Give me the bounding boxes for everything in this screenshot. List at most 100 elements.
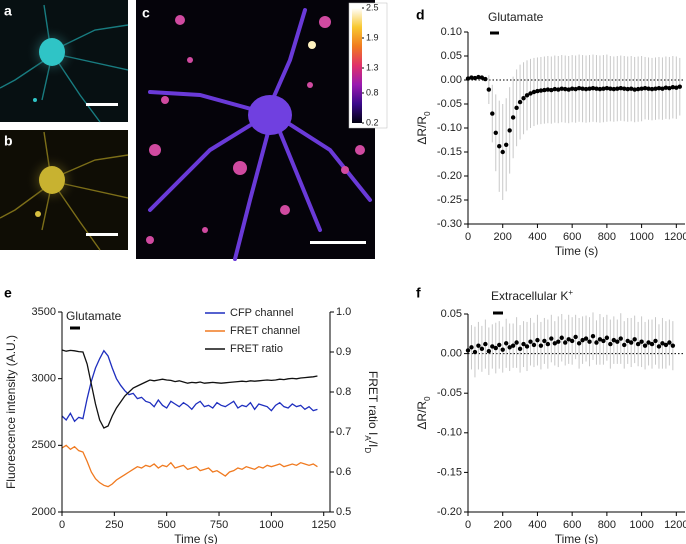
data-point (524, 344, 530, 349)
data-point (569, 338, 575, 344)
data-point (653, 338, 658, 344)
panel-label: e (4, 285, 12, 301)
data-point (476, 343, 481, 348)
panel-label: d (416, 7, 425, 23)
data-point (535, 88, 540, 94)
annotation-part: Extracellular K (491, 289, 568, 303)
data-point (649, 341, 655, 347)
data-point (594, 340, 599, 345)
panel-label: b (4, 133, 13, 149)
micrograph-cfp (0, 0, 129, 123)
data-point (493, 345, 498, 351)
data-point (563, 86, 568, 92)
x-tick-label: 600 (563, 519, 581, 531)
data-point (490, 344, 495, 349)
x-tick-label: 250 (105, 519, 123, 531)
data-point (622, 86, 627, 91)
y-tick-label: 2500 (32, 439, 56, 451)
data-point (677, 84, 682, 89)
data-point (556, 87, 561, 92)
data-point (497, 144, 502, 149)
data-point (635, 341, 641, 347)
x-axis-label: Time (s) (555, 532, 599, 544)
data-point (660, 86, 665, 91)
x-axis-label: Time (s) (555, 244, 599, 258)
data-point (556, 339, 561, 344)
data-point (507, 128, 512, 133)
data-point (625, 86, 630, 92)
data-point (576, 341, 582, 346)
x-tick-label: 800 (598, 231, 616, 243)
data-point (510, 343, 516, 348)
data-point (549, 87, 554, 93)
x-tick-label: 500 (158, 519, 176, 531)
data-point (500, 149, 505, 155)
x-tick-label: 0 (59, 519, 65, 531)
data-point (566, 87, 571, 92)
data-point (597, 337, 603, 342)
data-point (670, 85, 676, 90)
y2-axis-label-part: D (363, 447, 372, 453)
x-tick-label: 1200 (664, 519, 686, 531)
data-point (483, 76, 488, 82)
data-point (594, 86, 599, 91)
x-tick-label: 200 (494, 231, 512, 243)
y-tick-label: 0.10 (441, 26, 462, 38)
data-point (545, 341, 551, 347)
data-point (476, 74, 481, 80)
data-point (542, 338, 547, 344)
y-tick-label: -0.10 (437, 427, 462, 439)
data-point (563, 340, 568, 345)
panel-label: c (142, 5, 150, 21)
y-tick-label: 0.05 (441, 308, 462, 320)
data-point (583, 336, 589, 341)
y-axis-label-part: 0 (423, 111, 432, 116)
x-tick-label: 400 (528, 519, 546, 531)
data-point (646, 340, 651, 345)
data-point (559, 335, 564, 340)
data-point (483, 341, 488, 347)
data-point (573, 334, 578, 340)
y2-axis-label-part: FRET ratio I (366, 371, 380, 435)
data-point (528, 91, 533, 96)
data-point (510, 115, 516, 120)
x-tick-label: 750 (210, 519, 228, 531)
data-point (538, 88, 544, 93)
data-point (493, 130, 498, 135)
x-tick-label: 800 (598, 519, 616, 531)
y-axis-label-part: ΔR/R (415, 116, 429, 145)
data-point (514, 105, 519, 111)
data-point (615, 339, 620, 344)
data-point (497, 342, 502, 348)
panel-label: f (416, 285, 421, 301)
data-point (486, 349, 492, 354)
y-tick-label: 3000 (32, 373, 56, 385)
y-tick-label: -0.25 (437, 194, 462, 206)
y2-axis-label-part: A (363, 435, 372, 441)
data-point (667, 340, 672, 345)
data-point (580, 86, 585, 91)
x-tick-label: 1200 (664, 231, 686, 243)
y-tick-label: 0.05 (441, 50, 462, 62)
colorbar-tick-label: 2.5 (366, 2, 379, 12)
data-point (542, 87, 547, 93)
legend-label: CFP channel (230, 307, 293, 319)
y-axis-label-part: ΔR/R (415, 401, 429, 430)
colorbar-tick-label: 0.8 (366, 87, 379, 97)
y-tick-label: -0.10 (437, 122, 462, 134)
y-tick-label: -0.15 (437, 466, 462, 478)
data-point (587, 86, 592, 91)
data-point (622, 342, 627, 348)
data-point (500, 347, 505, 352)
data-point (503, 341, 509, 346)
data-point (590, 85, 596, 91)
data-point (469, 345, 474, 350)
data-point (538, 343, 544, 348)
data-point (521, 96, 526, 101)
legend-label: FRET channel (230, 325, 300, 337)
legend-label: FRET ratio (230, 343, 283, 355)
series-line (61, 349, 318, 423)
y-tick-label: -0.05 (437, 98, 462, 110)
data-point (656, 85, 662, 91)
data-point (524, 93, 530, 98)
